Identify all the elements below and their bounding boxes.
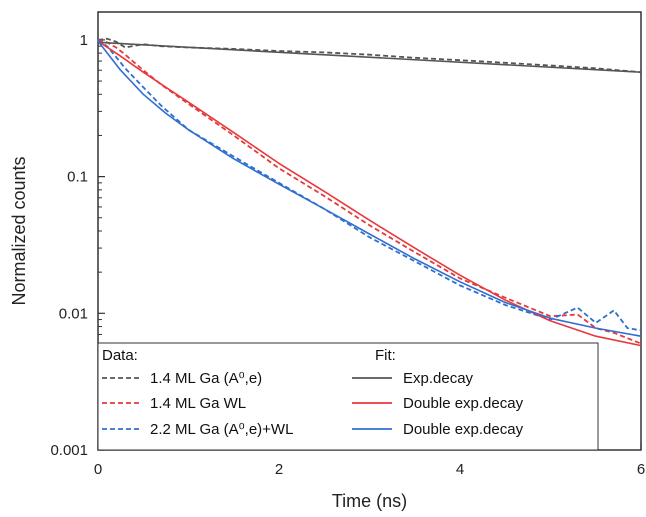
y-tick-label: 0.1 (67, 169, 88, 186)
legend: Data: Fit: 1.4 ML Ga (A⁰,e) 1.4 ML Ga WL 2… (97, 342, 599, 451)
fit-line-4 (97, 40, 642, 347)
legend-label: 1.4 ML Ga (A⁰,e) (150, 370, 262, 387)
y-tick-label: 1 (80, 32, 88, 49)
legend-label: 2.2 ML Ga (A⁰,e)+WL (150, 421, 293, 438)
x-tick-label: 6 (637, 461, 645, 478)
data-line-2 (97, 39, 642, 332)
data-line-0 (97, 37, 642, 74)
legend-entries: 1.4 ML Ga (A⁰,e) 1.4 ML Ga WL 2.2 ML Ga (A… (102, 370, 524, 438)
y-axis-ticks: 1 0.1 0.01 0.001 (50, 32, 105, 459)
x-tick-label: 4 (456, 461, 464, 478)
x-tick-label: 0 (94, 461, 102, 478)
legend-fit-heading: Fit: (375, 347, 396, 364)
y-tick-label: 0.01 (59, 305, 88, 322)
y-tick-label: 0.001 (50, 442, 88, 459)
legend-label: Double exp.decay (403, 421, 524, 438)
data-line-1 (97, 39, 642, 345)
legend-label: Exp.decay (403, 370, 474, 387)
legend-label: 1.4 ML Ga WL (150, 395, 246, 412)
x-axis-label: Time (ns) (332, 491, 407, 511)
fit-line-3 (97, 41, 642, 73)
y-axis-label: Normalized counts (9, 156, 29, 305)
x-tick-label: 2 (275, 461, 283, 478)
series-layer (97, 37, 642, 347)
fit-line-5 (97, 40, 642, 337)
legend-box (97, 342, 599, 451)
legend-label: Double exp.decay (403, 395, 524, 412)
legend-data-heading: Data: (102, 347, 138, 364)
